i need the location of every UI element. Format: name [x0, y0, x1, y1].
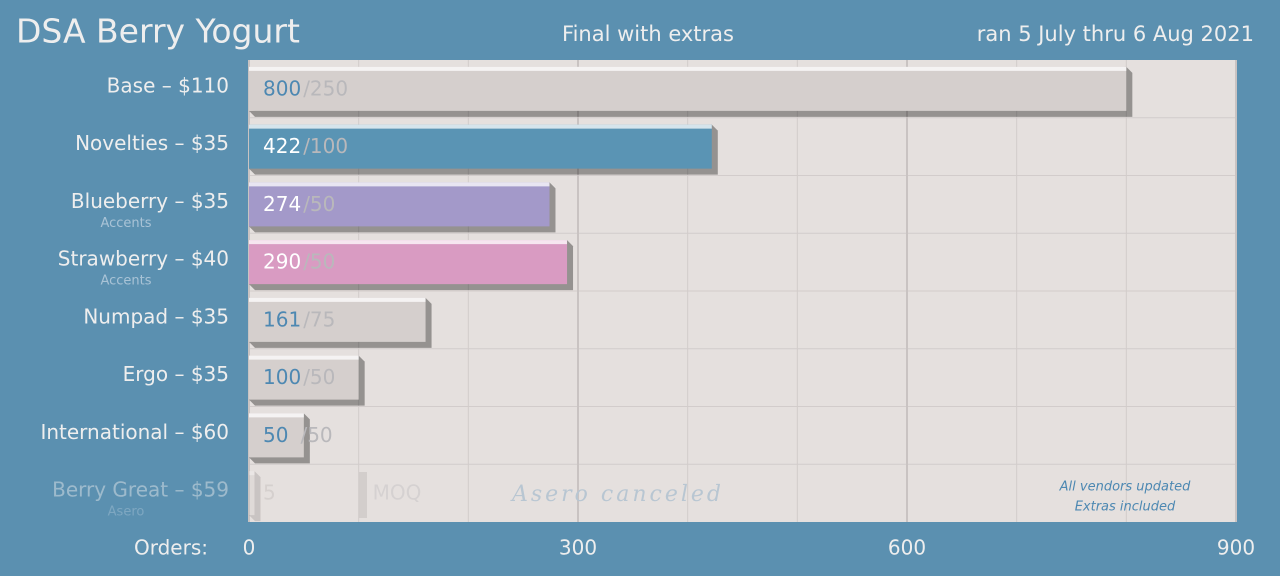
- bar-highlight: [249, 124, 712, 129]
- category-label: Ergo – $35: [123, 362, 229, 386]
- category-label: Blueberry – $35: [71, 189, 229, 213]
- bar-highlight: [249, 413, 304, 418]
- bar-group: 50/50: [249, 413, 333, 464]
- bar: [249, 297, 426, 342]
- x-tick-label: 900: [1217, 536, 1255, 560]
- x-tick-label: 300: [559, 536, 597, 560]
- value-label: 422: [263, 134, 301, 158]
- bar: [249, 124, 712, 169]
- bar: [249, 182, 550, 227]
- bar: [249, 355, 359, 400]
- date-note: ran 5 July thru 6 Aug 2021: [977, 22, 1254, 46]
- bar-group: 161/75: [249, 297, 432, 348]
- annotation: Asero canceled: [510, 482, 724, 507]
- category-label: Berry Great – $59: [52, 478, 229, 502]
- x-axis-label: Orders:: [134, 536, 208, 560]
- moq-label: /50: [303, 250, 335, 274]
- x-tick-label: 0: [243, 536, 256, 560]
- value-label: 274: [263, 192, 301, 216]
- value-label: 50: [263, 423, 288, 447]
- category-sublabel: Accents: [100, 216, 151, 231]
- chart-title: DSA Berry Yogurt: [16, 12, 300, 51]
- bar: [249, 240, 568, 285]
- bar-shadow: [249, 471, 261, 522]
- bar-group: 100/50: [249, 355, 365, 406]
- bar: [249, 471, 255, 516]
- moq-label: MOQ: [373, 481, 422, 505]
- value-label: 290: [263, 250, 301, 274]
- bar: [249, 66, 1127, 111]
- bar-highlight: [249, 471, 255, 476]
- x-tick-label: 600: [888, 536, 926, 560]
- bar-group: 290/50: [249, 240, 574, 291]
- category-label: Numpad – $35: [83, 304, 229, 328]
- value-label: 800: [263, 76, 301, 100]
- category-label: Strawberry – $40: [58, 247, 229, 271]
- bar-highlight: [249, 297, 426, 302]
- moq-marker: [359, 472, 367, 518]
- category-label: Base – $110: [107, 73, 229, 97]
- moq-label: /50: [300, 423, 332, 447]
- bar-group: 5 MOQ: [249, 471, 422, 522]
- bar-highlight: [249, 182, 550, 187]
- category-sublabel: Accents: [100, 274, 151, 289]
- value-label: 161: [263, 307, 301, 331]
- bar-highlight: [249, 240, 568, 245]
- category-sublabel: Asero: [108, 505, 145, 520]
- value-label: 100: [263, 365, 301, 389]
- chart-subtitle: Final with extras: [562, 22, 734, 46]
- annotation: All vendors updated: [1059, 480, 1191, 495]
- bar-group: 800/250: [249, 66, 1133, 117]
- bar-highlight: [249, 355, 359, 360]
- category-label: International – $60: [40, 420, 229, 444]
- moq-label: /100: [303, 134, 348, 158]
- moq-label: /250: [303, 76, 348, 100]
- bar-group: 422/100: [249, 124, 718, 175]
- bar-group: 274/50: [249, 182, 556, 233]
- moq-label: /50: [303, 192, 335, 216]
- bar-highlight: [249, 66, 1127, 71]
- category-label: Novelties – $35: [75, 131, 229, 155]
- value-label: 5: [263, 481, 276, 505]
- bar: [249, 413, 304, 458]
- moq-label: /50: [303, 365, 335, 389]
- moq-label: /75: [303, 307, 335, 331]
- annotation: Extras included: [1075, 500, 1176, 515]
